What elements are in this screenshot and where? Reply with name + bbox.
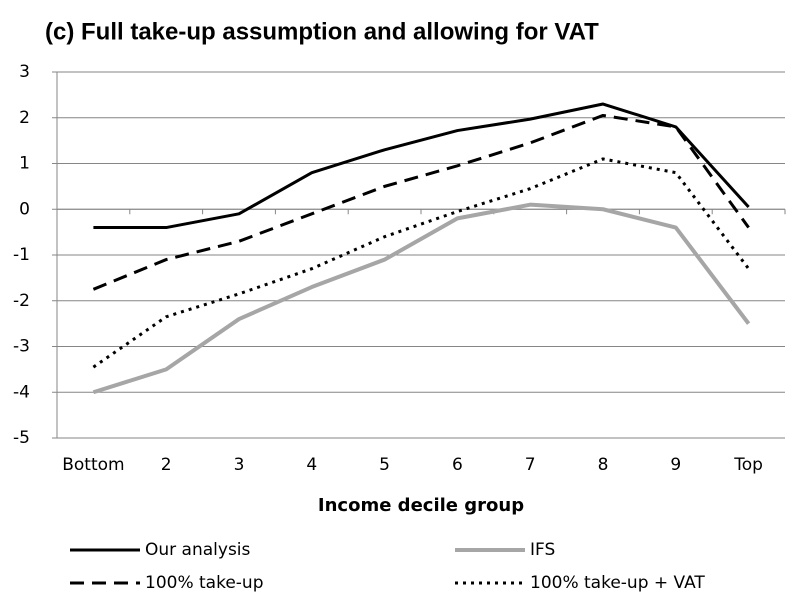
y-tick-label: -3	[13, 337, 30, 357]
legend-label: 100% take-up + VAT	[530, 573, 705, 593]
x-tick-label: Top	[733, 455, 763, 475]
legend-label: 100% take-up	[145, 573, 264, 593]
series-line	[92, 157, 750, 369]
x-tick-label: 7	[525, 455, 536, 475]
y-tick-label: -1	[13, 245, 30, 265]
y-tick-label: 2	[19, 108, 30, 128]
x-tick-label: 6	[452, 455, 463, 475]
x-axis-label: Income decile group	[318, 495, 524, 516]
legend-label: Our analysis	[145, 540, 251, 560]
x-tick-label: 2	[161, 455, 172, 475]
x-tick-label: 5	[379, 455, 390, 475]
series-line	[92, 202, 751, 395]
y-tick-label: 3	[19, 62, 30, 82]
y-tick-label: 1	[19, 154, 30, 174]
y-tick-label: -4	[13, 382, 30, 402]
series-line	[92, 113, 750, 291]
y-tick-label: -2	[13, 291, 30, 311]
y-tick-label: -5	[13, 428, 30, 448]
y-tick-label: 0	[19, 199, 30, 219]
x-tick-label: Bottom	[62, 455, 124, 475]
x-tick-label: 3	[234, 455, 245, 475]
legend-label: IFS	[530, 540, 555, 560]
chart-title: (c) Full take-up assumption and allowing…	[45, 18, 599, 45]
series-line	[93, 102, 750, 230]
x-tick-label: 8	[598, 455, 609, 475]
x-tick-label: 9	[670, 455, 681, 475]
x-tick-label: 4	[306, 455, 317, 475]
